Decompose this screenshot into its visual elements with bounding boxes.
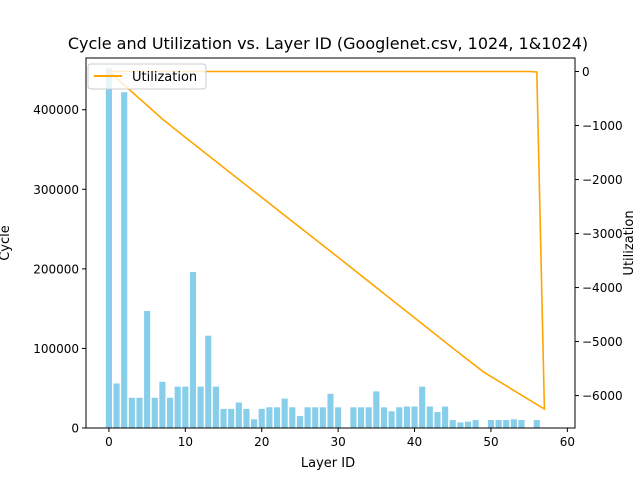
bar [136, 397, 143, 428]
bar [144, 311, 151, 428]
bar [105, 68, 112, 428]
y-axis-left: 0 100000 200000 300000 400000 [33, 103, 86, 436]
bar [403, 406, 410, 428]
bar [266, 407, 273, 428]
x-tick-label: 30 [331, 435, 346, 449]
utilization-line-group [108, 70, 546, 411]
bar [113, 383, 120, 428]
bar [289, 407, 296, 428]
x-axis-label: Layer ID [301, 456, 355, 471]
bar [380, 407, 388, 428]
bar [350, 407, 357, 428]
y-tick-label: 0 [71, 422, 79, 436]
bar [212, 386, 219, 428]
bar [151, 397, 158, 428]
bar [189, 272, 197, 428]
legend: Utilization [87, 63, 207, 90]
legend-box [87, 63, 207, 90]
bar [174, 386, 181, 428]
bar [411, 406, 418, 428]
y-tick-label: 100000 [33, 342, 79, 356]
bar [281, 398, 288, 428]
y-tick-label: 400000 [33, 103, 79, 117]
bar [243, 408, 250, 428]
bar [258, 408, 265, 428]
bar [434, 412, 441, 428]
bar [159, 381, 166, 428]
bar [228, 408, 235, 428]
bar [518, 420, 525, 428]
bar [442, 406, 449, 428]
legend-label: Utilization [132, 70, 197, 85]
bar [358, 407, 365, 428]
bar [449, 420, 456, 428]
bar [464, 421, 472, 428]
bar [396, 407, 403, 428]
y2-tick-label: −2000 [582, 173, 623, 187]
bar [121, 92, 128, 428]
bar [197, 386, 204, 428]
bar [426, 406, 433, 428]
y2-tick-label: −4000 [582, 281, 623, 295]
bar [510, 419, 517, 428]
y2-tick-label: −1000 [582, 119, 623, 133]
bar [128, 397, 135, 428]
x-tick-label: 40 [407, 435, 422, 449]
bar [472, 420, 479, 428]
x-tick-label: 50 [483, 435, 498, 449]
x-axis: 0 10 20 30 40 50 60 [105, 428, 575, 449]
chart-title: Cycle and Utilization vs. Layer ID (Goog… [68, 34, 588, 53]
bar [251, 419, 258, 428]
bar [220, 408, 227, 428]
bar [166, 397, 174, 428]
bar [495, 420, 502, 428]
x-tick-label: 10 [178, 435, 193, 449]
y-tick-label: 200000 [33, 262, 79, 276]
y-tick-label: 300000 [33, 183, 79, 197]
bar [327, 393, 334, 428]
bar [503, 420, 510, 428]
bar [487, 420, 495, 428]
y2-tick-label: −6000 [582, 389, 623, 403]
x-tick-label: 20 [254, 435, 269, 449]
bar [373, 391, 380, 428]
utilization-line [108, 70, 546, 411]
bar [457, 422, 464, 428]
bar [319, 407, 326, 428]
bar [388, 411, 395, 428]
bar [304, 407, 311, 428]
bar [235, 402, 242, 428]
y2-tick-label: 0 [582, 65, 590, 79]
x-tick-label: 60 [560, 435, 575, 449]
bar [419, 386, 426, 428]
bar [296, 416, 303, 428]
bar [273, 407, 281, 428]
y2-axis-label: Utilization [622, 210, 637, 275]
x-tick-label: 0 [105, 435, 113, 449]
y2-tick-label: −3000 [582, 227, 623, 241]
y2-tick-label: −5000 [582, 335, 623, 349]
bar [312, 407, 319, 428]
bar [533, 420, 540, 428]
plot-frame [85, 57, 576, 429]
y-axis-right: 0 −1000 −2000 −3000 −4000 −5000 −6000 [575, 65, 623, 403]
bar [335, 407, 342, 428]
y-axis-label: Cycle [0, 225, 13, 261]
bar [205, 335, 212, 428]
bar [182, 386, 189, 428]
bar [365, 407, 372, 428]
bar-group [105, 68, 540, 428]
